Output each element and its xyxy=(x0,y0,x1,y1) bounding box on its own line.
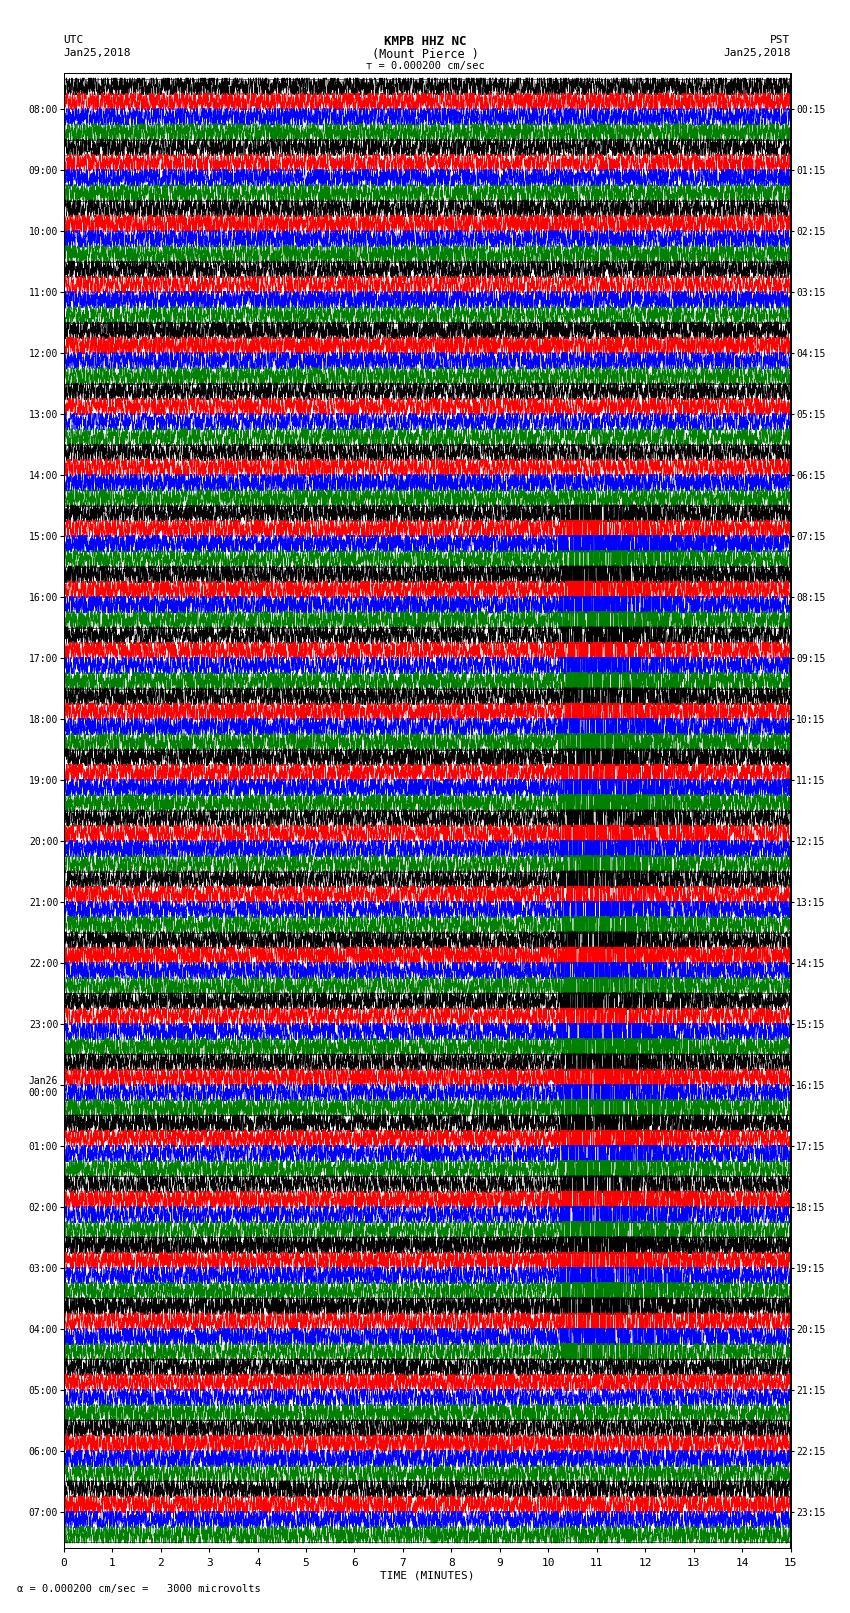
Bar xyxy=(64,689,791,750)
Bar xyxy=(64,1298,791,1360)
Bar xyxy=(64,1421,791,1481)
Bar xyxy=(64,200,791,261)
Bar xyxy=(64,1176,791,1237)
Text: UTC: UTC xyxy=(64,35,84,45)
Text: α = 0.000200 cm/sec =   3000 microvolts: α = 0.000200 cm/sec = 3000 microvolts xyxy=(17,1584,261,1594)
Text: ⊤ = 0.000200 cm/sec: ⊤ = 0.000200 cm/sec xyxy=(366,61,484,71)
Text: PST: PST xyxy=(770,35,790,45)
Bar xyxy=(64,811,791,871)
Bar xyxy=(64,445,791,505)
X-axis label: TIME (MINUTES): TIME (MINUTES) xyxy=(380,1571,474,1581)
Bar xyxy=(64,323,791,384)
Bar xyxy=(64,932,791,994)
Text: KMPB HHZ NC: KMPB HHZ NC xyxy=(383,35,467,48)
Text: Jan25,2018: Jan25,2018 xyxy=(723,48,791,58)
Bar xyxy=(64,566,791,627)
Text: Jan25,2018: Jan25,2018 xyxy=(64,48,131,58)
Bar xyxy=(64,1055,791,1116)
Bar xyxy=(64,79,791,140)
Text: (Mount Pierce ): (Mount Pierce ) xyxy=(371,48,479,61)
